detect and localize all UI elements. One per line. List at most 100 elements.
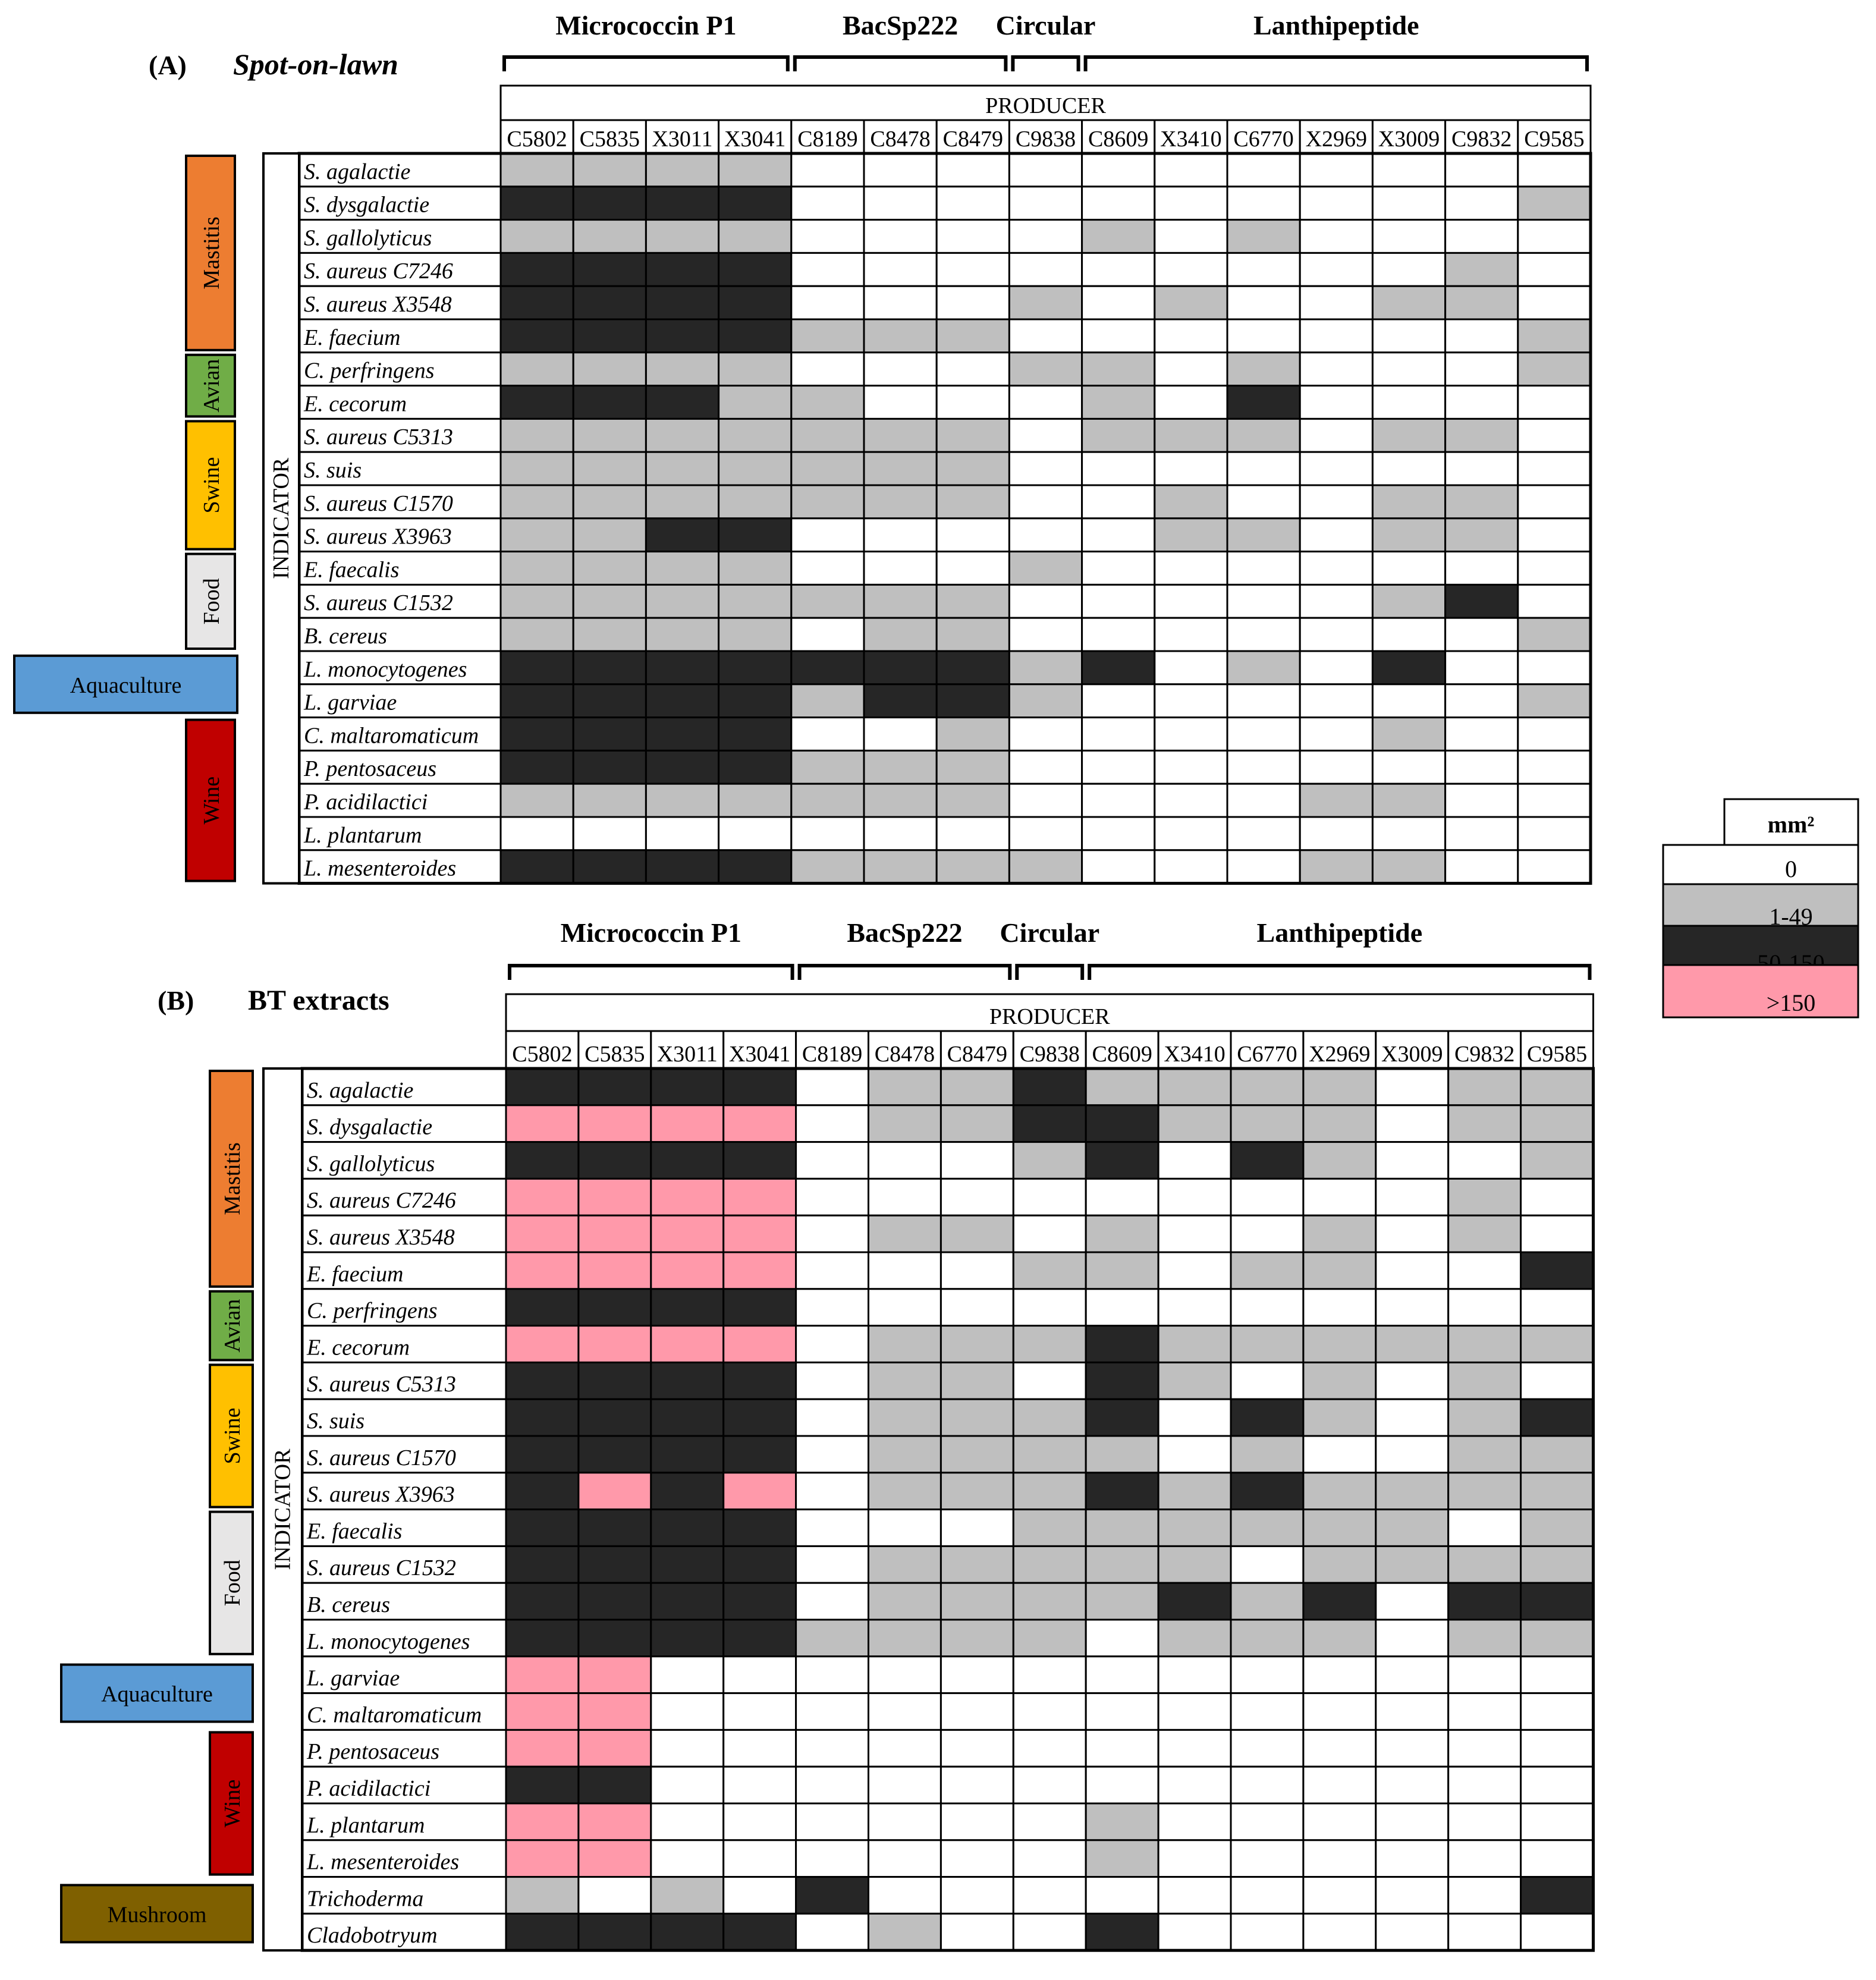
b-cell-r6-c3 (722, 1288, 797, 1327)
b-cell-r6-c11 (1302, 1288, 1377, 1327)
legend-swatch-3 (1662, 964, 1859, 1019)
b-producer-label: PRODUCER (989, 1004, 1110, 1029)
a-cell-r17-c6 (935, 716, 1010, 752)
b-category-label-mushroom: Mushroom (108, 1902, 207, 1927)
a-cell-r2-c9 (1154, 219, 1228, 254)
b-cell-r20-c10 (1230, 1802, 1305, 1841)
a-cell-r3-c14 (1517, 252, 1592, 287)
a-bracket-bacsp222 (793, 55, 1008, 71)
b-cell-r20-c12 (1375, 1802, 1450, 1841)
a-cell-r0-c14 (1517, 152, 1592, 188)
b-cell-r21-c13 (1447, 1839, 1522, 1878)
a-col-header-c6770: C6770 (1233, 127, 1293, 152)
a-cell-r11-c8 (1081, 517, 1156, 553)
b-cell-r18-c2 (650, 1728, 725, 1768)
a-cell-r11-c9 (1154, 517, 1228, 553)
b-cell-r19-c11 (1302, 1765, 1377, 1805)
b-cell-r11-c8 (1085, 1472, 1159, 1511)
b-cell-r12-c11 (1302, 1508, 1377, 1547)
a-cell-r13-c6 (935, 583, 1010, 619)
b-cell-r16-c8 (1085, 1655, 1159, 1695)
a-cell-r2-c4 (790, 219, 865, 254)
b-cell-r23-c13 (1447, 1912, 1522, 1951)
b-row-label-l-plantarum: L. plantarum (306, 1813, 425, 1838)
a-cell-r2-c12 (1371, 219, 1447, 254)
b-cell-r12-c12 (1375, 1508, 1450, 1547)
a-cell-r20-c13 (1444, 816, 1519, 851)
b-cell-r0-c3 (722, 1067, 797, 1107)
a-cell-r16-c6 (935, 683, 1010, 719)
b-cell-r3-c4 (795, 1177, 869, 1217)
a-col-header-c8478: C8478 (870, 127, 930, 152)
a-cell-r8-c13 (1444, 417, 1519, 453)
a-cell-r1-c7 (1008, 186, 1083, 221)
a-row-label-e-cecorum: E. cecorum (303, 391, 407, 416)
b-category-label-aquaculture: Aquaculture (101, 1682, 213, 1707)
b-cell-r21-c2 (650, 1839, 725, 1878)
b-cell-r20-c0 (505, 1802, 580, 1841)
b-cell-r13-c7 (1012, 1545, 1087, 1584)
a-cell-r15-c1 (572, 650, 647, 686)
a-row-label-s-suis: S. suis (304, 458, 362, 483)
b-bracket-circular (1015, 964, 1085, 980)
panel-b-title: BT extracts (248, 985, 389, 1016)
a-cell-r8-c10 (1226, 417, 1301, 453)
a-cell-r20-c2 (645, 816, 720, 851)
b-cell-r15-c1 (577, 1618, 652, 1658)
a-cell-r3-c8 (1081, 252, 1156, 287)
a-cell-r2-c14 (1517, 219, 1592, 254)
b-cell-r4-c5 (868, 1214, 942, 1253)
b-cell-r5-c0 (505, 1251, 580, 1290)
a-cell-r4-c2 (645, 285, 720, 320)
b-cell-r1-c2 (650, 1104, 725, 1143)
a-col-header-box (1008, 119, 1083, 155)
b-cell-r4-c0 (505, 1214, 580, 1253)
b-cell-r21-c6 (939, 1839, 1014, 1878)
b-cell-r9-c5 (868, 1398, 942, 1437)
a-row-label-box (298, 749, 502, 785)
b-cell-r14-c4 (795, 1582, 869, 1621)
b-cell-r20-c6 (939, 1802, 1014, 1841)
b-cell-r13-c5 (868, 1545, 942, 1584)
a-cell-r18-c12 (1371, 749, 1447, 785)
panel-b-heatmap: Micrococcin P1 BacSp222 Circular Lanthipept… (60, 917, 1595, 1952)
b-category-swine (209, 1363, 254, 1508)
b-cell-r13-c12 (1375, 1545, 1450, 1584)
b-cell-r14-c8 (1085, 1582, 1159, 1621)
b-col-header-box (505, 1030, 580, 1070)
a-cell-r9-c0 (499, 451, 574, 486)
b-cell-r3-c13 (1447, 1177, 1522, 1217)
b-cell-r16-c10 (1230, 1655, 1305, 1695)
a-cell-r18-c5 (863, 749, 938, 785)
a-row-label-box (298, 849, 502, 885)
a-cell-r3-c1 (572, 252, 647, 287)
a-col-header-box (863, 119, 938, 155)
b-cell-r5-c11 (1302, 1251, 1377, 1290)
b-cell-r13-c4 (795, 1545, 869, 1584)
b-cell-r15-c6 (939, 1618, 1014, 1658)
b-cell-r11-c5 (868, 1472, 942, 1511)
b-cell-r16-c2 (650, 1655, 725, 1695)
b-cell-r11-c14 (1520, 1472, 1595, 1511)
b-cell-r14-c14 (1520, 1582, 1595, 1621)
a-cell-r18-c11 (1299, 749, 1374, 785)
b-cell-r3-c8 (1085, 1177, 1159, 1217)
b-cell-r7-c1 (577, 1325, 652, 1363)
a-cell-r14-c10 (1226, 617, 1301, 652)
b-col-header-box (795, 1030, 869, 1070)
a-cell-r6-c3 (718, 351, 793, 387)
a-cell-r20-c7 (1008, 816, 1083, 851)
b-cell-r10-c0 (505, 1435, 580, 1474)
b-row-label-l-garviae: L. garviae (306, 1666, 400, 1691)
a-cell-r19-c1 (572, 782, 647, 818)
a-cell-r8-c7 (1008, 417, 1083, 453)
panel-b-label: (B) (158, 985, 194, 1016)
b-cell-r22-c9 (1157, 1876, 1232, 1915)
a-cell-r20-c5 (863, 816, 938, 851)
a-cell-r7-c10 (1226, 385, 1301, 420)
a-cell-r7-c7 (1008, 385, 1083, 420)
b-cell-r14-c3 (722, 1582, 797, 1621)
a-cell-r13-c11 (1299, 583, 1374, 619)
a-cell-r1-c9 (1154, 186, 1228, 221)
a-cell-r9-c4 (790, 451, 865, 486)
